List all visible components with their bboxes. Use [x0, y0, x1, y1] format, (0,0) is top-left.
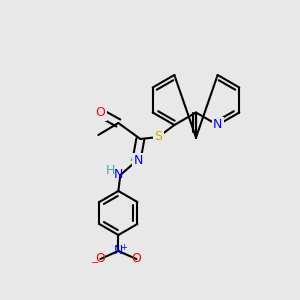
Text: H: H — [106, 164, 115, 178]
Text: N: N — [134, 154, 143, 167]
Text: N: N — [114, 244, 123, 256]
Text: N: N — [114, 169, 123, 182]
Text: O: O — [95, 253, 105, 266]
Text: N: N — [213, 118, 222, 131]
Text: +: + — [120, 242, 127, 251]
Text: −: − — [91, 258, 99, 268]
Text: O: O — [95, 106, 105, 119]
Text: O: O — [131, 253, 141, 266]
Text: S: S — [154, 130, 162, 143]
